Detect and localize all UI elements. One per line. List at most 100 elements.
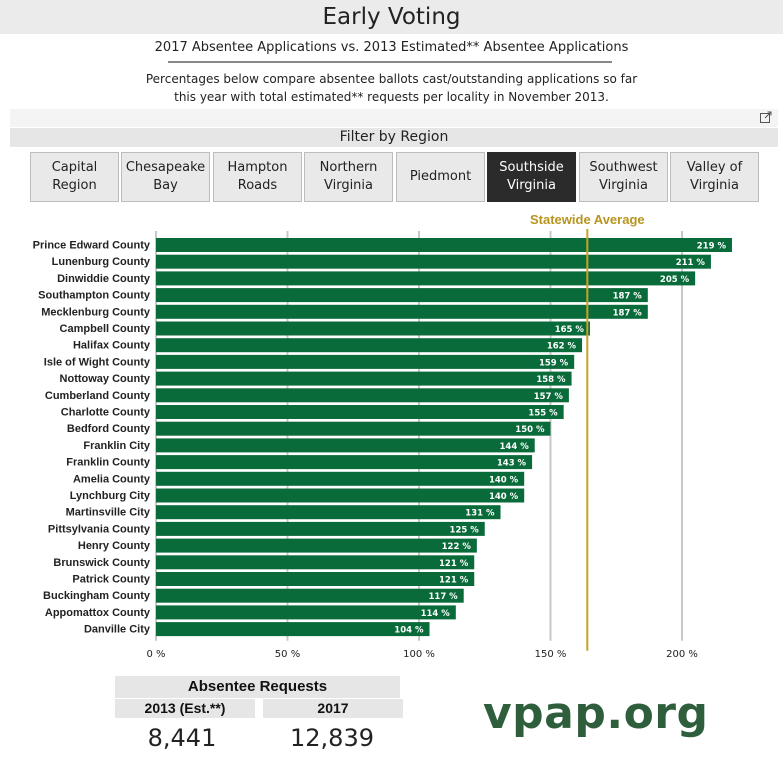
- category-label: Pittsylvania County: [48, 523, 151, 535]
- bar: [156, 271, 696, 286]
- absentee-requests-title: Absentee Requests: [115, 676, 400, 698]
- bar: [156, 288, 648, 303]
- bar: [156, 371, 572, 386]
- note-line-2: this year with total estimated** request…: [174, 90, 609, 104]
- data-label: 122 %: [442, 542, 472, 552]
- x-tick-label: 200 %: [666, 649, 698, 660]
- category-label: Nottoway County: [60, 373, 151, 385]
- category-label: Charlotte County: [61, 407, 151, 419]
- data-label: 158 %: [536, 375, 566, 385]
- bar: [156, 254, 711, 269]
- bar: [156, 588, 464, 603]
- bar: [156, 338, 583, 353]
- region-button-southside-virginia[interactable]: Southside Virginia: [487, 152, 576, 202]
- region-button-southwest-virginia[interactable]: Southwest Virginia: [579, 152, 668, 202]
- region-button-capital-region[interactable]: Capital Region: [30, 152, 119, 202]
- focus-mode-icon[interactable]: [760, 111, 772, 123]
- data-label: 187 %: [613, 292, 643, 302]
- category-label: Isle of Wight County: [44, 356, 151, 368]
- requests-2017-value: 12,839: [290, 724, 374, 752]
- note-line-1: Percentages below compare absentee ballo…: [145, 72, 638, 86]
- category-label: Lynchburg City: [70, 490, 151, 502]
- bar: [156, 238, 732, 252]
- bar: [156, 455, 533, 470]
- data-label: 165 %: [555, 325, 585, 335]
- category-label: Bedford County: [67, 423, 151, 435]
- filter-header: Filter by Region: [10, 128, 778, 147]
- data-label: 121 %: [439, 559, 469, 569]
- data-label: 159 %: [539, 358, 569, 368]
- data-label: 219 %: [697, 242, 727, 252]
- visual-header-strip: [10, 109, 778, 127]
- bar: [156, 438, 535, 453]
- category-label: Danville City: [84, 624, 151, 636]
- category-label: Franklin County: [66, 457, 151, 469]
- requests-2013-value: 8,441: [147, 724, 217, 752]
- region-button-piedmont[interactable]: Piedmont: [396, 152, 485, 202]
- category-label: Cumberland County: [45, 390, 151, 402]
- x-tick-label: 150 %: [535, 649, 567, 660]
- data-label: 104 %: [394, 626, 424, 636]
- requests-2017-label: 2017: [263, 699, 403, 718]
- data-label: 121 %: [439, 576, 469, 586]
- category-label: Southampton County: [38, 290, 151, 302]
- data-label: 211 %: [676, 258, 706, 268]
- x-tick-label: 50 %: [275, 649, 300, 660]
- data-label: 162 %: [547, 342, 577, 352]
- region-button-chesapeake-bay[interactable]: Chesapeake Bay: [121, 152, 210, 202]
- category-label: Brunswick County: [53, 557, 150, 569]
- bar: [156, 388, 569, 403]
- category-label: Martinsville City: [66, 507, 151, 519]
- bar: [156, 405, 564, 419]
- category-label: Prince Edward County: [33, 240, 151, 252]
- bar: [156, 555, 475, 570]
- category-label: Campbell County: [60, 323, 151, 335]
- x-tick-label: 100 %: [403, 649, 435, 660]
- category-label: Buckingham County: [43, 590, 151, 602]
- title-bar: [0, 0, 783, 34]
- bar: [156, 421, 551, 436]
- data-label: 205 %: [660, 275, 690, 285]
- filter-label: Filter by Region: [339, 129, 449, 145]
- bar: [156, 605, 456, 620]
- region-button-hampton-roads[interactable]: Hampton Roads: [213, 152, 302, 202]
- data-label: 125 %: [450, 525, 480, 535]
- page-title: Early Voting: [322, 4, 461, 30]
- region-filter: Capital Region Chesapeake Bay Hampton Ro…: [30, 152, 760, 202]
- category-label: Dinwiddie County: [57, 273, 151, 285]
- page-subtitle: 2017 Absentee Applications vs. 2013 Esti…: [154, 40, 629, 55]
- requests-2013-label: 2013 (Est.**): [115, 699, 255, 718]
- data-label: 187 %: [613, 308, 643, 318]
- bar: [156, 471, 525, 486]
- bar: [156, 505, 501, 520]
- bar: [156, 321, 590, 336]
- subtitle-divider: [168, 61, 612, 63]
- category-label: Appomattox County: [45, 607, 151, 619]
- data-label: 150 %: [515, 425, 545, 435]
- data-label: 155 %: [528, 409, 558, 419]
- category-label: Franklin City: [83, 440, 151, 452]
- data-label: 144 %: [500, 442, 530, 452]
- data-label: 140 %: [489, 475, 519, 485]
- vpap-logo: vpap.org: [483, 688, 709, 739]
- data-label: 157 %: [534, 392, 564, 402]
- bar: [156, 538, 477, 553]
- region-button-northern-virginia[interactable]: Northern Virginia: [304, 152, 393, 202]
- category-label: Henry County: [78, 540, 151, 552]
- category-label: Lunenburg County: [52, 256, 151, 268]
- region-button-valley-of-virginia[interactable]: Valley of Virginia: [670, 152, 759, 202]
- bar: [156, 304, 648, 319]
- bar: [156, 354, 575, 369]
- statewide-average-label: Statewide Average: [530, 212, 645, 227]
- data-label: 143 %: [497, 459, 527, 469]
- category-label: Amelia County: [73, 473, 151, 485]
- category-label: Patrick County: [72, 574, 151, 586]
- data-label: 114 %: [421, 609, 451, 619]
- x-tick-label: 0 %: [146, 649, 165, 660]
- explanatory-note: Percentages below compare absentee ballo…: [120, 70, 663, 106]
- bar-chart: 0 % 50 % 100 % 150 % 200 % Prince Edward Coun…: [33, 212, 732, 660]
- bar: [156, 488, 525, 503]
- data-label: 131 %: [465, 509, 495, 519]
- category-label: Mecklenburg County: [41, 306, 151, 318]
- data-label: 140 %: [489, 492, 519, 502]
